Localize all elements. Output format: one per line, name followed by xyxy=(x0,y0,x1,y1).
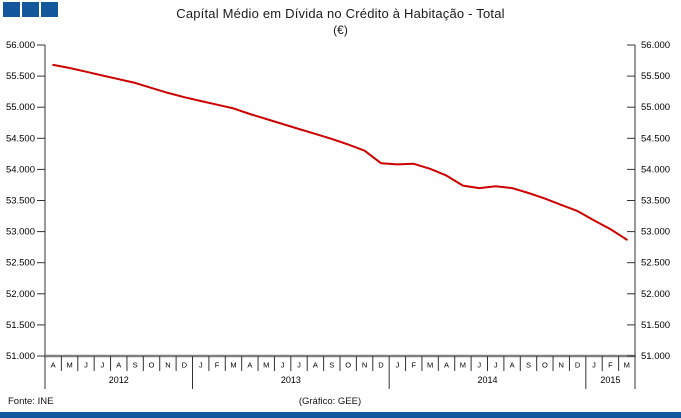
month-label: F xyxy=(411,361,416,370)
month-label: M xyxy=(66,361,72,370)
month-label: J xyxy=(100,361,104,370)
y-tick-label-right: 55.000 xyxy=(641,102,670,113)
bottom-accent-bar xyxy=(0,412,681,418)
logo-square-2 xyxy=(22,2,39,17)
chart-title-unit: (€) xyxy=(333,23,348,37)
y-tick-label-left: 51.000 xyxy=(6,351,35,362)
month-label: J xyxy=(84,361,88,370)
y-tick-label-right: 53.500 xyxy=(641,196,670,207)
month-label: J xyxy=(199,361,203,370)
y-tick-label-left: 54.000 xyxy=(6,164,35,175)
y-tick-label-right: 55.500 xyxy=(641,71,670,82)
year-label: 2014 xyxy=(477,375,497,385)
y-tick-label-right: 51.000 xyxy=(641,351,670,362)
month-label: A xyxy=(247,361,252,370)
chart-title: Capítal Médio em Dívida no Crédito à Hab… xyxy=(176,6,505,21)
month-label: J xyxy=(477,361,481,370)
month-label: M xyxy=(427,361,433,370)
month-label: M xyxy=(263,361,269,370)
month-label: O xyxy=(542,361,548,370)
month-label: D xyxy=(575,361,581,370)
y-tick-label-left: 51.500 xyxy=(6,320,35,331)
month-label: A xyxy=(313,361,318,370)
series-line xyxy=(52,63,628,241)
month-label: M xyxy=(460,361,466,370)
y-tick-label-left: 53.000 xyxy=(6,227,35,238)
month-label: M xyxy=(230,361,236,370)
axes xyxy=(37,44,636,358)
source-label: Fonte: INE xyxy=(8,396,54,407)
year-label: 2012 xyxy=(109,375,129,385)
y-tick-label-left: 52.000 xyxy=(6,289,35,300)
y-tick-label-left: 56.000 xyxy=(6,40,35,51)
month-label: J xyxy=(281,361,285,370)
x-axis-labels: A M J J A S O N D J F M A M J J A S O N D J F M A M J J A S O N D J F M 2012… xyxy=(44,356,636,389)
logo-square-1 xyxy=(3,2,20,17)
month-label: F xyxy=(608,361,613,370)
month-label: A xyxy=(51,361,56,370)
month-label: J xyxy=(395,361,399,370)
month-label: N xyxy=(559,361,564,370)
y-tick-label-left: 52.500 xyxy=(6,258,35,269)
y-tick-label-left: 55.500 xyxy=(6,71,35,82)
y-tick-labels: 56.000 56.000 55.500 55.500 55.000 55.000 54.5… xyxy=(6,40,670,362)
month-label: F xyxy=(215,361,220,370)
chart-title-block: Capítal Médio em Dívida no Crédito à Hab… xyxy=(0,6,681,37)
month-label: O xyxy=(345,361,351,370)
logo-squares xyxy=(3,2,58,17)
month-label: M xyxy=(624,361,630,370)
month-label: S xyxy=(526,361,531,370)
month-label: D xyxy=(182,361,188,370)
y-tick-label-right: 54.500 xyxy=(641,133,670,144)
month-label: O xyxy=(149,361,155,370)
month-label: D xyxy=(378,361,384,370)
year-label: 2015 xyxy=(600,375,620,385)
logo-square-3 xyxy=(41,2,58,17)
y-tick-label-right: 54.000 xyxy=(641,164,670,175)
month-label: A xyxy=(116,361,121,370)
y-tick-label-left: 54.500 xyxy=(6,133,35,144)
y-tick-label-right: 56.000 xyxy=(641,40,670,51)
month-label: A xyxy=(510,361,515,370)
credit-label: (Gráfico: GEE) xyxy=(298,396,362,407)
y-tick-label-left: 55.000 xyxy=(6,102,35,113)
data-series xyxy=(52,63,628,241)
month-label: N xyxy=(362,361,367,370)
y-tick-label-right: 53.000 xyxy=(641,227,670,238)
month-label: S xyxy=(329,361,334,370)
y-tick-label-right: 52.500 xyxy=(641,258,670,269)
y-tick-label-right: 52.000 xyxy=(641,289,670,300)
month-label: S xyxy=(133,361,138,370)
month-label: A xyxy=(444,361,449,370)
y-tick-label-left: 53.500 xyxy=(6,196,35,207)
month-label: J xyxy=(592,361,596,370)
y-tick-label-right: 51.500 xyxy=(641,320,670,331)
month-label: N xyxy=(165,361,170,370)
month-label: J xyxy=(297,361,301,370)
month-label: J xyxy=(494,361,498,370)
year-label: 2013 xyxy=(281,375,301,385)
